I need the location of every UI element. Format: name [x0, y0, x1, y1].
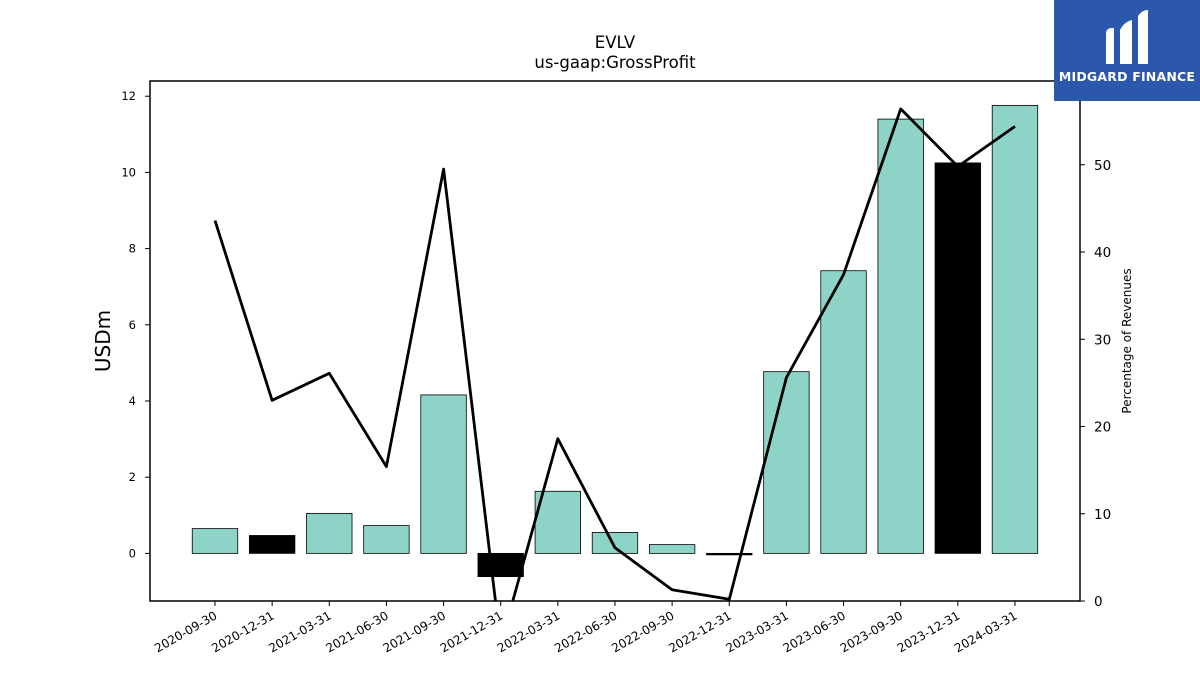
x-tick-label: 2022-12-31 [666, 608, 733, 655]
bar [248, 535, 296, 554]
y-tick-label: 10 [121, 165, 136, 179]
y-tick-label: 6 [129, 318, 136, 332]
x-tick-label: 2021-09-30 [381, 608, 448, 655]
y-tick-label: 2 [129, 470, 136, 484]
bar [477, 552, 524, 578]
bar [191, 528, 239, 554]
bar [991, 104, 1039, 554]
bar [934, 162, 981, 554]
x-tick-label: 2021-06-30 [324, 608, 391, 655]
logo: MIDGARD FINANCE [1054, 0, 1200, 101]
x-tick-label: 2023-06-30 [781, 608, 848, 655]
bar [591, 532, 639, 554]
bar [306, 512, 353, 554]
x-tick-label: 2023-12-31 [895, 608, 962, 655]
y2-tick-label: 0 [1094, 594, 1103, 610]
y-axis-label: USDm [91, 310, 115, 372]
plot-frame [149, 80, 1081, 602]
y2-tick-label: 30 [1094, 332, 1111, 348]
x-tick-label: 2021-03-31 [266, 608, 333, 655]
y-tick-label: 12 [121, 89, 136, 103]
bar [706, 552, 753, 556]
x-tick-label: 2022-03-31 [495, 608, 562, 655]
bar [763, 371, 810, 554]
bar [877, 118, 924, 554]
y2-tick-label: 20 [1094, 420, 1111, 436]
bar [648, 544, 696, 554]
bar [820, 270, 867, 554]
chart-subtitle: us-gaap:GrossProfit [534, 53, 696, 72]
y-tick-label: 0 [129, 546, 136, 560]
x-tick-label: 2020-09-30 [152, 608, 219, 655]
y2-axis-label: Percentage of Revenues [1120, 268, 1134, 413]
x-tick-label: 2022-09-30 [609, 608, 676, 655]
midgard-logo-icon [1106, 10, 1148, 64]
bar [534, 490, 581, 554]
x-tick-label: 2023-03-31 [723, 608, 790, 655]
x-tick-label: 2021-12-31 [438, 608, 505, 655]
bar [363, 525, 410, 554]
y-tick-label: 4 [129, 394, 136, 408]
x-tick-label: 2020-12-31 [209, 608, 276, 655]
series-line [213, 107, 1016, 601]
y2-tick-label: 10 [1094, 507, 1111, 523]
logo-text: MIDGARD FINANCE [1058, 69, 1196, 84]
y2-tick-label: 50 [1094, 158, 1111, 174]
chart-title: EVLV [595, 33, 636, 52]
x-tick-label: 2022-06-30 [552, 608, 619, 655]
y-tick-label: 8 [129, 242, 136, 256]
y2-tick-label: 40 [1094, 245, 1111, 261]
x-tick-label: 2024-03-31 [952, 608, 1019, 655]
x-tick-label: 2023-09-30 [838, 608, 905, 655]
bar [420, 394, 467, 554]
